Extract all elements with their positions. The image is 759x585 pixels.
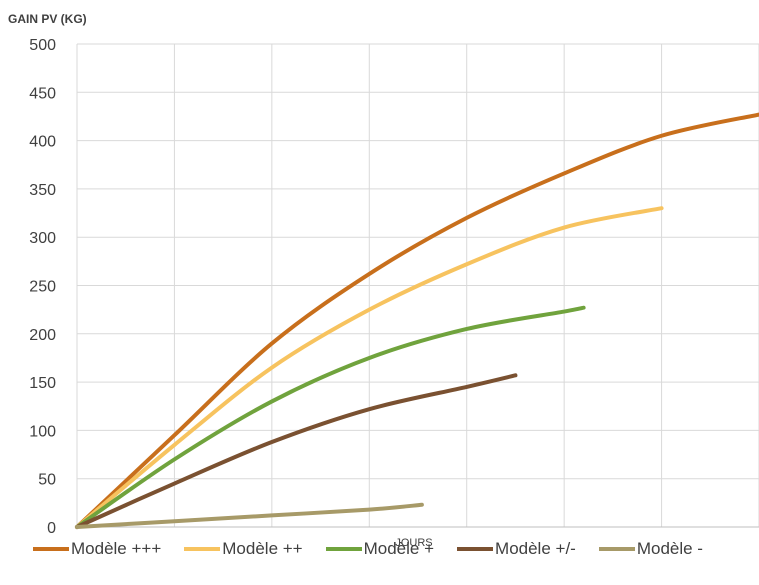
legend-swatch [325,547,362,551]
y-axis-title: GAIN PV (KG) [8,12,87,26]
legend-label: Modèle - [636,539,703,558]
tick-labels: 0 50 100 150 200 250 300 350 400 450 500 [29,37,56,537]
y-tick-label: 200 [29,327,56,344]
legend-swatch [33,547,69,551]
y-tick-label: 50 [38,472,56,489]
series-line-1 [75,112,759,529]
series-line-5 [75,502,424,529]
series-line-3 [75,305,586,529]
series-line-2 [75,206,664,529]
y-tick-label: 500 [29,37,56,54]
legend-item: Modèle +++ [33,539,161,559]
y-tick-label: 250 [29,279,56,296]
legend-swatch [598,547,635,551]
y-tick-label: 400 [29,134,56,151]
legend-item: Modèle - [598,539,703,559]
y-tick-label: 450 [29,85,56,102]
axes [76,44,759,528]
legend-label: Modèle ++ [222,539,303,558]
legend-item: Modèle +/- [457,539,576,559]
legend-item: Modèle ++ [184,539,303,559]
legend-swatch [184,547,221,551]
y-tick-label: 300 [29,230,56,247]
series-lines [75,112,759,529]
legend-swatch [457,547,494,551]
legend-label: Modèle +++ [71,539,162,558]
y-tick-label: 150 [29,375,56,392]
x-axis-title: JOURS [395,537,432,549]
legend-label: Modèle +/- [495,539,576,558]
series-line-4 [75,373,518,529]
y-tick-label: 350 [29,182,56,199]
y-tick-label: 100 [29,423,56,440]
y-tick-label: 0 [47,520,56,537]
legend: Modèle +++ Modèle ++ Modèle + Modèle +/- Mod… [33,539,726,559]
legend-item: Modèle + [325,539,435,559]
legend-label: Modèle + [363,539,435,558]
